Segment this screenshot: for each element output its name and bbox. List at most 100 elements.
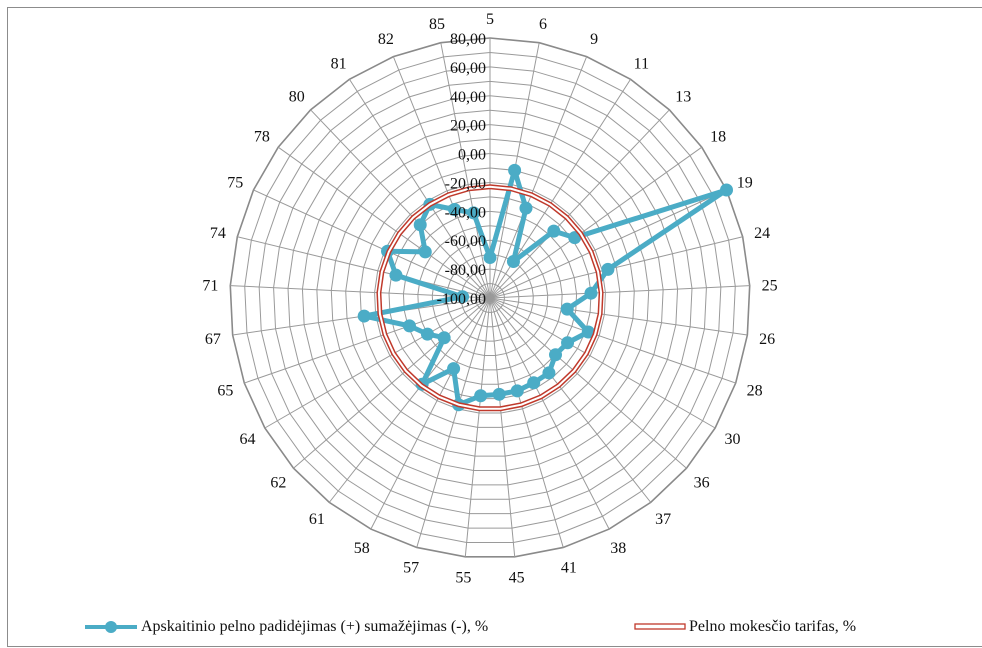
category-label: 18 (710, 129, 726, 146)
series-point-profit-change (542, 366, 556, 380)
series-point-profit-change (389, 268, 403, 282)
legend-marker-series-2 (634, 623, 686, 630)
series-point-profit-change (447, 362, 461, 376)
category-label: 37 (655, 511, 671, 528)
grid-ring (446, 254, 534, 342)
series-point-profit-change (581, 325, 595, 339)
grid-ring (417, 225, 563, 371)
category-label: 78 (254, 129, 270, 146)
grid-spoke (349, 79, 491, 299)
grid-spoke (310, 109, 491, 299)
grid-spoke (489, 56, 588, 299)
radial-tick-label: -100,00 (437, 291, 486, 308)
grid-spoke (489, 146, 703, 299)
grid-spoke (489, 109, 670, 299)
legend-label-series-1: Apskaitinio pelno padidėjimas (+) sumažė… (141, 618, 489, 635)
radial-tick-label: -40,00 (445, 204, 486, 221)
series-point-profit-change (601, 262, 615, 276)
grid-spoke (230, 285, 491, 299)
grid-spoke (489, 297, 687, 469)
series-point-profit-change (418, 245, 432, 259)
category-label: 71 (202, 278, 218, 295)
series-point-profit-change (568, 231, 582, 245)
series-point-profit-change (527, 376, 541, 390)
series-point-profit-change (720, 183, 734, 197)
series-line-profit-change (361, 167, 730, 408)
category-label: 24 (754, 225, 770, 242)
category-label: 5 (486, 11, 494, 28)
category-label: 30 (724, 431, 740, 448)
category-label: 45 (509, 570, 525, 587)
category-label: 41 (561, 560, 577, 577)
category-label: 62 (270, 474, 286, 491)
radial-tick-label: 40,00 (450, 89, 486, 106)
grid-ring (431, 239, 549, 357)
grid-ring (301, 109, 679, 486)
category-label: 25 (762, 278, 778, 295)
grid-ring (244, 51, 736, 543)
grid-spoke (237, 236, 491, 299)
series-point-profit-change (402, 319, 416, 333)
legend-label-series-2: Pelno mokesčio tarifas, % (689, 618, 857, 635)
grid-ring (374, 181, 606, 414)
grid-ring (273, 80, 707, 515)
category-label: 65 (217, 383, 233, 400)
chart-frame: 5 6 9 11 13 18 19 24 25 26 28 30 36 37 38 41 45 55 57 58 61 6… (7, 7, 982, 647)
grid-spoke (277, 146, 491, 299)
radial-tick-label: 20,00 (450, 118, 486, 135)
series-point-profit-change (456, 290, 470, 304)
radial-tick-label: 0,00 (458, 147, 486, 164)
category-label: 74 (210, 225, 226, 242)
category-label: 58 (354, 540, 370, 557)
grid-spoke (264, 297, 491, 429)
grid-spoke (489, 297, 516, 557)
series-point-profit-change (474, 389, 488, 403)
category-label: 36 (694, 474, 710, 491)
grid-spoke (489, 297, 564, 548)
grid-spoke (416, 297, 491, 548)
grid-spoke (253, 189, 491, 299)
category-label: 28 (747, 383, 763, 400)
series-point-profit-change (420, 327, 434, 341)
series-point-profit-change (584, 286, 598, 300)
series-point-profit-change (510, 384, 524, 398)
grid-ring (359, 167, 621, 428)
category-label: 67 (205, 331, 221, 348)
grid-spoke (489, 236, 743, 299)
category-label: 57 (403, 560, 419, 577)
category-label: 64 (240, 431, 256, 448)
series-point-profit-change (492, 387, 506, 401)
series-point-profit-change (561, 336, 575, 350)
category-label: 19 (737, 175, 753, 192)
grid-spoke (489, 297, 736, 384)
category-label: 26 (759, 331, 775, 348)
series-point-profit-change (483, 251, 497, 265)
grid-spoke (328, 297, 491, 503)
category-label: 61 (309, 511, 325, 528)
grid-ring (229, 37, 751, 558)
grid-spoke (464, 297, 491, 557)
radial-tick-label: 80,00 (450, 31, 486, 48)
grid-ring (460, 268, 520, 328)
legend-item-series-2: Pelno mokesčio tarifas, % (633, 616, 856, 638)
series-point-profit-change (560, 302, 574, 316)
grid-ring (402, 210, 578, 385)
grid-spoke (489, 285, 750, 299)
grid-spoke (489, 189, 727, 299)
grid-spoke (244, 297, 491, 384)
series-point-profit-change (357, 309, 371, 323)
grid-spoke (489, 297, 716, 429)
category-label: 81 (331, 55, 347, 72)
series-point-profit-change (547, 224, 561, 238)
grid-spoke (440, 42, 491, 299)
grid-ring (475, 283, 505, 313)
category-label: 85 (429, 16, 445, 33)
series-point-profit-change (467, 206, 481, 220)
category-label: 9 (590, 31, 598, 48)
grid-ring (388, 196, 592, 400)
legend-item-series-1: Apskaitinio pelno padidėjimas (+) sumažė… (83, 616, 488, 638)
radial-tick-label: -20,00 (445, 175, 486, 192)
category-label: 55 (455, 570, 471, 587)
series-line-tax-rate-inner (377, 185, 603, 410)
series-point-profit-change (437, 331, 451, 345)
